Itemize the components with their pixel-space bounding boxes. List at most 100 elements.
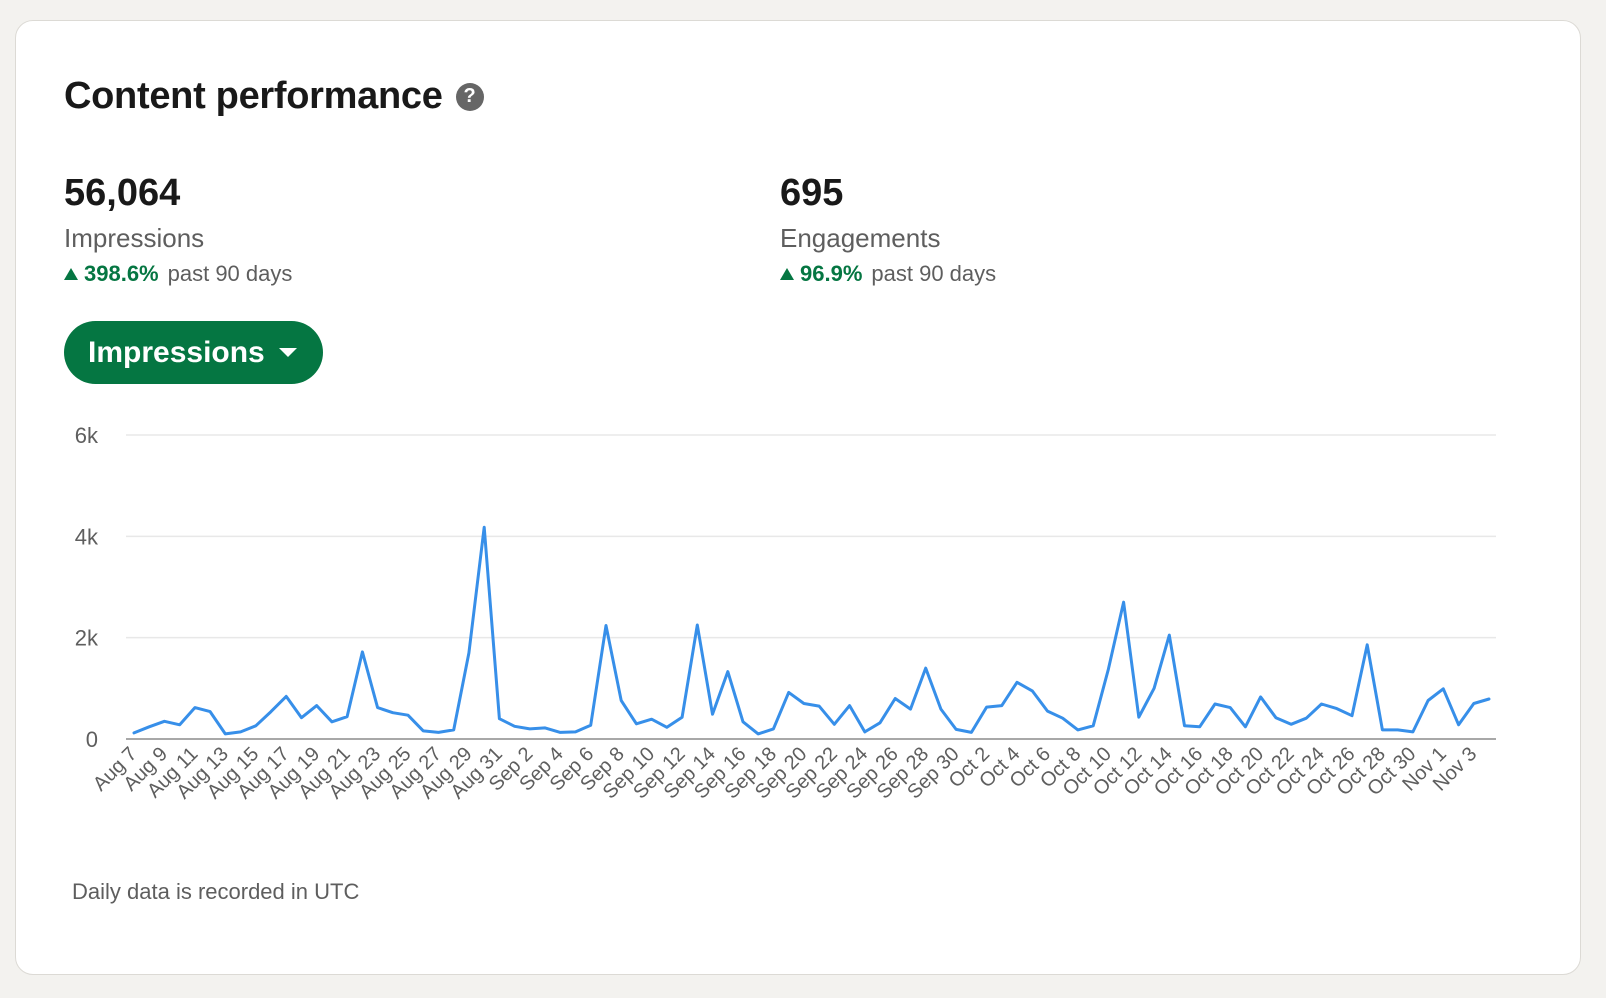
impressions-label: Impressions <box>64 223 205 253</box>
data-point <box>877 720 883 726</box>
engagements-metric: 695 Engagements 96.9% past 90 days <box>780 169 996 287</box>
help-icon[interactable]: ? <box>455 82 484 111</box>
content-performance-card: 0 2k 4k 6k Aug 7 Aug 9 Aug 11 Aug 13 Aug 15 Aug 1… <box>15 20 1581 975</box>
card-header: Content performance ? <box>64 75 484 118</box>
data-point <box>1319 701 1325 707</box>
impressions-change-percent: 398.6% <box>84 261 159 286</box>
data-point <box>755 731 761 737</box>
data-point <box>253 723 259 729</box>
data-point <box>222 731 228 737</box>
data-point <box>649 716 655 722</box>
data-point <box>1060 715 1066 721</box>
data-point <box>694 622 700 628</box>
y-tick-label: 0 <box>86 727 98 752</box>
data-point <box>1395 727 1401 733</box>
data-point <box>1212 701 1218 707</box>
data-point <box>161 718 167 724</box>
data-point <box>1121 599 1127 605</box>
utc-footnote: Daily data is recorded in UTC <box>72 879 360 904</box>
metric-dropdown-label: Impressions <box>88 335 265 369</box>
data-point <box>679 714 685 720</box>
data-point <box>268 709 274 715</box>
y-tick-label: 4k <box>75 524 99 549</box>
data-point <box>968 729 974 735</box>
data-point <box>405 712 411 718</box>
data-point <box>588 722 594 728</box>
data-point <box>1440 686 1446 692</box>
data-point <box>1303 715 1309 721</box>
data-point <box>618 698 624 704</box>
data-point <box>481 524 487 530</box>
data-point <box>1151 685 1157 691</box>
data-point <box>557 729 563 735</box>
data-point <box>1471 701 1477 707</box>
data-point <box>1029 688 1035 694</box>
data-point <box>344 714 350 720</box>
data-point <box>1136 714 1142 720</box>
engagements-label: Engagements <box>780 223 941 253</box>
data-point <box>801 701 807 707</box>
data-point <box>1166 632 1172 638</box>
data-point <box>1334 706 1340 712</box>
data-point <box>1258 694 1264 700</box>
data-point <box>862 729 868 735</box>
impressions-metric: 56,064 Impressions 398.6% past 90 days <box>64 169 292 287</box>
y-tick-label: 6k <box>75 423 99 448</box>
data-point <box>770 726 776 732</box>
data-point <box>953 726 959 732</box>
data-point <box>1105 666 1111 672</box>
data-point <box>283 693 289 699</box>
data-point <box>436 729 442 735</box>
metric-dropdown-button[interactable]: Impressions <box>64 321 323 384</box>
data-point <box>938 706 944 712</box>
data-point <box>1075 727 1081 733</box>
data-point <box>420 728 426 734</box>
data-point <box>192 705 198 711</box>
trend-up-icon <box>780 268 794 280</box>
impressions-change-period: past 90 days <box>167 261 293 286</box>
data-point <box>923 665 929 671</box>
data-point <box>1197 724 1203 730</box>
data-point <box>207 709 213 715</box>
data-point <box>238 729 244 735</box>
data-point <box>1090 723 1096 729</box>
data-point <box>451 727 457 733</box>
data-point <box>984 704 990 710</box>
data-point <box>847 703 853 709</box>
impressions-value: 56,064 <box>64 172 181 214</box>
engagements-value: 695 <box>780 172 844 214</box>
data-point <box>1227 705 1233 711</box>
data-point <box>512 723 518 729</box>
data-point <box>329 719 335 725</box>
data-point <box>390 710 396 716</box>
data-point <box>1425 698 1431 704</box>
data-point <box>786 689 792 695</box>
impressions-series-line <box>132 525 1491 736</box>
data-point <box>1364 642 1370 648</box>
data-point <box>710 711 716 717</box>
data-point <box>1379 727 1385 733</box>
impressions-change: 398.6% past 90 days <box>64 261 292 287</box>
data-point <box>892 696 898 702</box>
data-point <box>1410 729 1416 735</box>
data-point <box>146 724 152 730</box>
data-point <box>299 715 305 721</box>
data-point <box>1273 715 1279 721</box>
data-point <box>633 721 639 727</box>
data-point <box>359 649 365 655</box>
data-point <box>1014 679 1020 685</box>
data-point <box>496 716 502 722</box>
data-point <box>1456 722 1462 728</box>
data-point <box>908 706 914 712</box>
data-point <box>573 729 579 735</box>
data-point <box>1242 724 1248 730</box>
data-point <box>1045 708 1051 714</box>
engagements-change-percent: 96.9% <box>800 261 863 286</box>
data-point <box>542 725 548 731</box>
data-point <box>725 669 731 675</box>
data-point <box>375 705 381 711</box>
data-point <box>816 703 822 709</box>
data-point <box>1486 696 1492 702</box>
engagements-change-period: past 90 days <box>871 261 997 286</box>
